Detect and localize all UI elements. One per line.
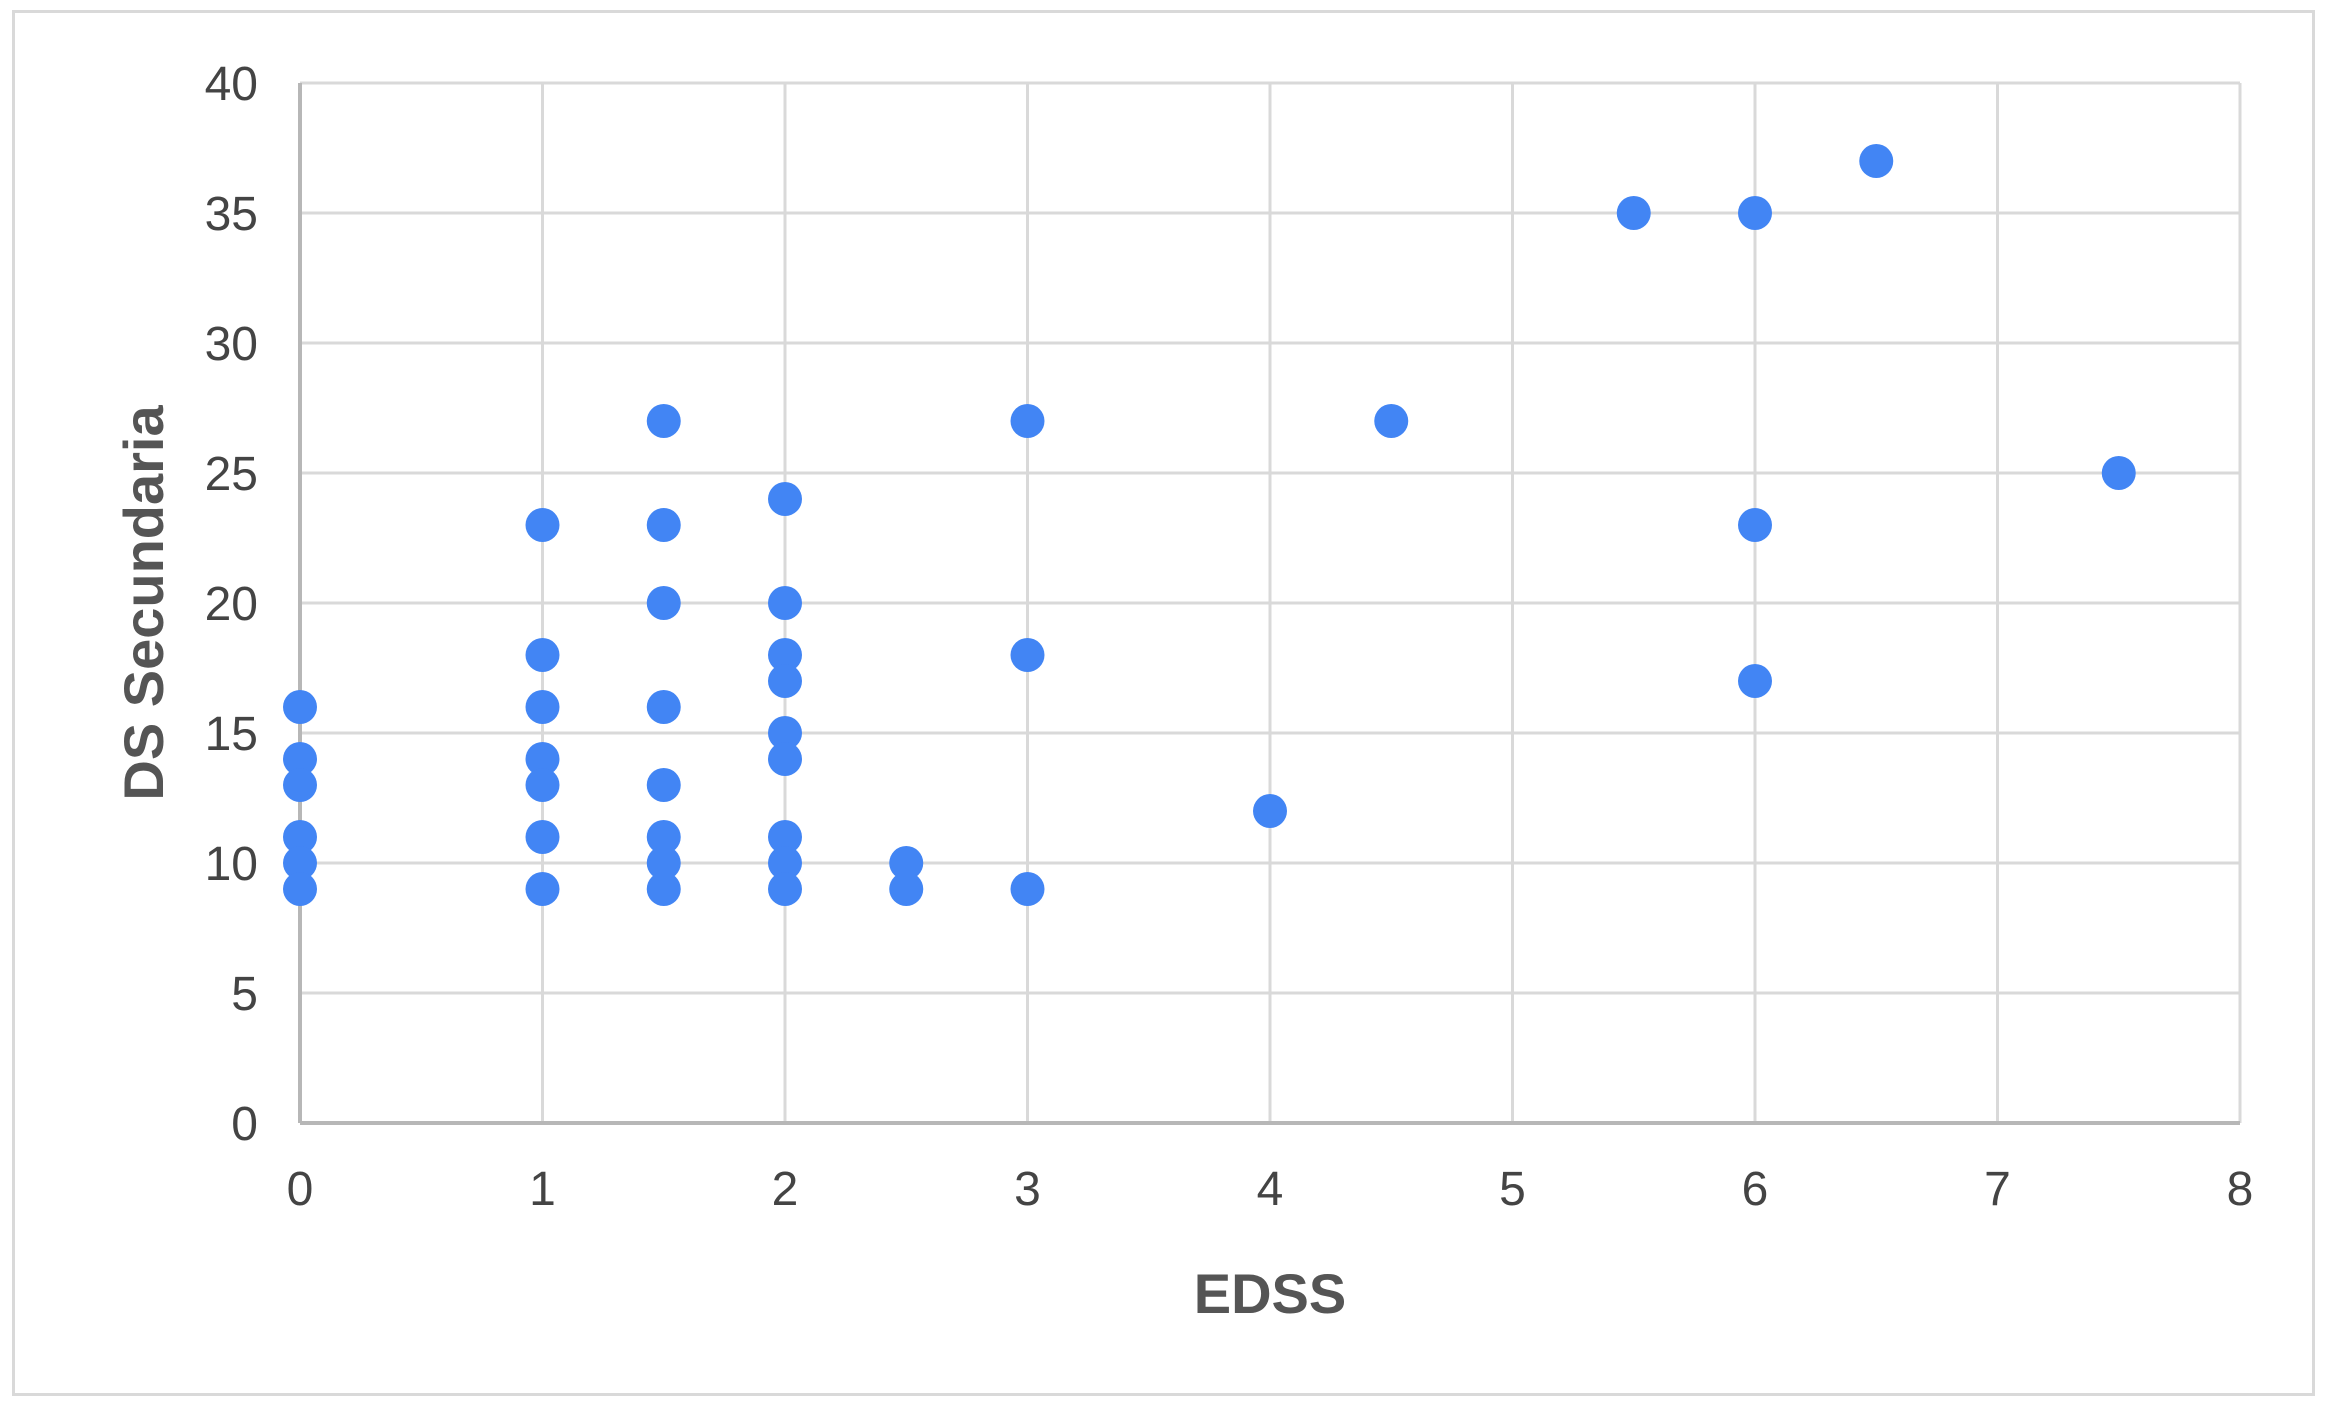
- data-point: [525, 690, 560, 724]
- data-point: [283, 846, 317, 880]
- y-tick-labels: 0 5 10 15 20 25 30 35 40: [205, 58, 258, 1151]
- data-point: [525, 742, 560, 776]
- data-point: [525, 820, 560, 854]
- data-point: [525, 508, 560, 542]
- data-point: [889, 846, 924, 880]
- y-tick-label: 40: [205, 58, 258, 111]
- chart-frame: 0 5 10 15 20 25 30 35 40 0 1 2 3 4 5 6 7 8 EDSS DS Secun…: [12, 10, 2315, 1396]
- data-point: [768, 482, 802, 516]
- data-point: [768, 664, 802, 698]
- data-points: [283, 144, 2136, 906]
- axes: [298, 83, 2240, 1125]
- data-point: [1738, 508, 1772, 542]
- data-point: [1859, 144, 1894, 178]
- data-point: [283, 742, 317, 776]
- data-point: [646, 586, 681, 620]
- scatter-chart: 0 5 10 15 20 25 30 35 40 0 1 2 3 4 5 6 7 8 EDSS DS Secun…: [112, 58, 2254, 1325]
- data-point: [2101, 456, 2136, 490]
- data-point: [283, 872, 317, 906]
- data-point: [646, 404, 681, 438]
- data-point: [1253, 794, 1287, 828]
- data-point: [525, 638, 560, 672]
- data-point: [1010, 872, 1045, 906]
- x-tick-label: 5: [1499, 1163, 1526, 1216]
- data-point: [768, 716, 802, 750]
- data-point: [646, 846, 681, 880]
- y-tick-label: 15: [205, 708, 258, 761]
- x-tick-label: 0: [287, 1163, 314, 1216]
- data-point: [283, 768, 317, 802]
- x-tick-label: 4: [1257, 1163, 1284, 1216]
- data-point: [768, 742, 802, 776]
- y-tick-label: 20: [205, 578, 258, 631]
- data-point: [646, 820, 681, 854]
- data-point: [889, 872, 924, 906]
- x-tick-label: 6: [1742, 1163, 1769, 1216]
- data-point: [1616, 196, 1651, 230]
- y-tick-label: 5: [231, 968, 258, 1021]
- data-point: [646, 508, 681, 542]
- x-axis-title: EDSS: [1194, 1262, 1347, 1325]
- x-tick-label: 2: [772, 1163, 799, 1216]
- data-point: [1738, 196, 1772, 230]
- x-tick-label: 3: [1014, 1163, 1041, 1216]
- data-point: [768, 638, 802, 672]
- data-point: [768, 846, 802, 880]
- data-point: [646, 690, 681, 724]
- data-point: [1374, 404, 1409, 438]
- data-point: [1010, 638, 1045, 672]
- data-point: [646, 872, 681, 906]
- y-tick-label: 35: [205, 188, 258, 241]
- data-point: [1010, 404, 1045, 438]
- data-point: [768, 586, 802, 620]
- data-point: [525, 768, 560, 802]
- x-tick-label: 1: [529, 1163, 556, 1216]
- data-point: [525, 872, 560, 906]
- gridlines: [298, 81, 2242, 1125]
- x-tick-label: 8: [2227, 1163, 2254, 1216]
- y-axis-title: DS Secundaria: [112, 405, 175, 801]
- x-tick-labels: 0 1 2 3 4 5 6 7 8: [287, 1163, 2254, 1216]
- y-tick-label: 10: [205, 838, 258, 891]
- y-tick-label: 0: [231, 1098, 258, 1151]
- y-tick-label: 30: [205, 318, 258, 371]
- data-point: [768, 872, 802, 906]
- x-tick-label: 7: [1984, 1163, 2011, 1216]
- data-point: [1738, 664, 1772, 698]
- data-point: [283, 820, 317, 854]
- data-point: [646, 768, 681, 802]
- y-tick-label: 25: [205, 448, 258, 501]
- data-point: [283, 690, 317, 724]
- data-point: [768, 820, 802, 854]
